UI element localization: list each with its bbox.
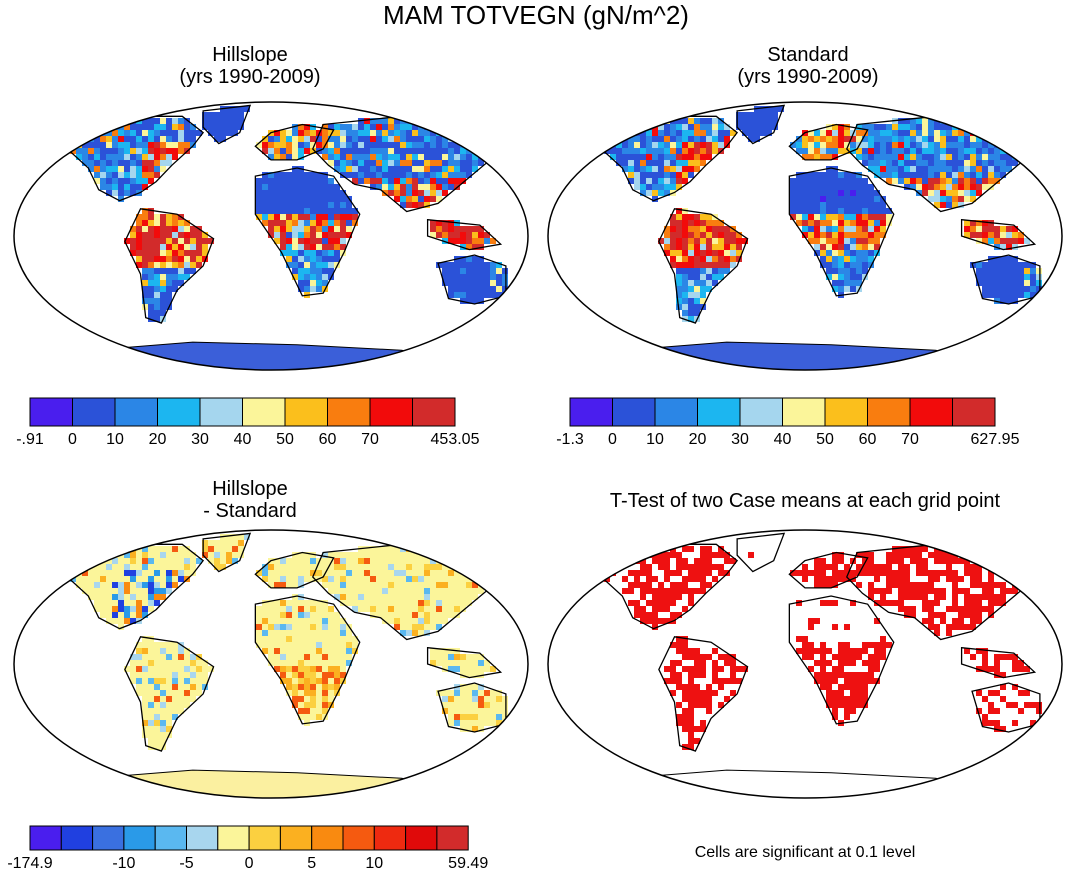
colorbar-swatch (60, 825, 94, 851)
colorbar-swatch (436, 825, 469, 851)
colorbar-tick-label: 0 (68, 431, 77, 448)
colorbar-swatch (412, 397, 456, 427)
panel-title-hillslope: Hillslope (yrs 1990-2009) (100, 44, 400, 88)
colorbar-tick-label: 0 (608, 431, 617, 448)
colorbar-swatch (952, 397, 996, 427)
colorbar-hillslope: -.91 0 10 20 30 40 50 60 70 453.05 (16, 397, 480, 448)
colorbar-tick-label: -5 (179, 855, 193, 872)
panel-subtitle-text: (yrs 1990-2009) (737, 66, 879, 88)
colorbar-swatch (29, 825, 62, 851)
panel-title-text: T-Test of two Case means at each grid po… (609, 490, 1001, 512)
panel-title-ttest: T-Test of two Case means at each grid po… (544, 490, 1066, 512)
colorbar-swatch (697, 397, 741, 427)
panel-title-text: Hillslope (212, 478, 288, 500)
colorbar-tick-label: 5 (307, 855, 316, 872)
colorbar-swatch (123, 825, 156, 851)
colorbar-swatch (199, 397, 243, 427)
colorbar-tick-label: 60 (859, 431, 877, 448)
colorbar-tick-label: 30 (731, 431, 749, 448)
colorbar-swatch (186, 825, 219, 851)
colorbar-tick-label: 70 (901, 431, 919, 448)
colorbar-swatch (29, 397, 73, 427)
colorbar-tick-label: -.91 (16, 431, 44, 448)
colorbar-tick-label: 60 (319, 431, 337, 448)
colorbar-tick-label: -1.3 (556, 431, 584, 448)
colorbar-tick-label: 627.95 (971, 431, 1020, 448)
colorbar-tick-label: 50 (816, 431, 834, 448)
colorbar-tick-label: 40 (234, 431, 252, 448)
panel-title-text: Hillslope (212, 44, 288, 66)
colorbar-swatch (279, 825, 313, 851)
colorbar-tick-label: 30 (191, 431, 209, 448)
panel-subtitle-text: - Standard (203, 500, 297, 522)
colorbar-swatch (242, 397, 286, 427)
grid-cells (70, 534, 508, 750)
panel-title-text: Standard (767, 44, 849, 66)
colorbar-tick-label: 20 (689, 431, 707, 448)
colorbar-tick-label: 50 (276, 431, 294, 448)
colorbar-tick-label: 453.05 (431, 431, 480, 448)
colorbar-swatch (311, 825, 344, 851)
colorbar-tick-label: 0 (245, 855, 254, 872)
colorbar-swatch (909, 397, 953, 427)
colorbar-swatch (569, 397, 613, 427)
map-panel-ttest (547, 529, 1063, 799)
colorbar-swatch (739, 397, 783, 427)
colorbar-swatch (612, 397, 656, 427)
grid-cells (604, 106, 1042, 322)
colorbar-tick-label: -174.9 (7, 855, 52, 872)
colorbar-tick-label: 59.49 (448, 855, 488, 872)
map-panel-standard (547, 101, 1063, 371)
colorbar-tick-label: 40 (774, 431, 792, 448)
panel-title-difference: Hillslope - Standard (120, 478, 380, 522)
colorbar-swatch (369, 397, 413, 427)
colorbar-swatch (72, 397, 116, 427)
colorbar-swatch (867, 397, 911, 427)
colorbar-swatch (824, 397, 868, 427)
colorbar-swatch (654, 397, 698, 427)
colorbar-swatch (92, 825, 125, 851)
coastlines (600, 532, 1047, 752)
grid-cells (604, 546, 1042, 750)
coastlines (66, 532, 513, 752)
colorbar-swatch (114, 397, 158, 427)
map-border (13, 529, 529, 799)
map-panel-hillslope (13, 101, 529, 371)
panel-title-standard: Standard (yrs 1990-2009) (658, 44, 958, 88)
colorbar-swatch (327, 397, 371, 427)
colorbar-difference: -174.9 -10 -5 0 5 10 59.49 (7, 825, 488, 872)
map-border (547, 101, 1063, 371)
colorbar-swatch (154, 825, 187, 851)
colorbar-swatch (405, 825, 438, 851)
colorbar-swatch (217, 825, 250, 851)
colorbar-tick-label: 20 (149, 431, 167, 448)
colorbar-standard: -1.3 0 10 20 30 40 50 60 70 627.95 (556, 397, 1020, 448)
colorbar-tick-label: 10 (106, 431, 124, 448)
figure-title: MAM TOTVEGN (gN/m^2) (383, 0, 689, 30)
significance-note: Cells are significant at 0.1 level (694, 844, 916, 861)
map-border (547, 529, 1063, 799)
colorbar-tick-label: 70 (361, 431, 379, 448)
colorbar-swatch (157, 397, 201, 427)
colorbar-swatch (342, 825, 375, 851)
panel-subtitle-text: (yrs 1990-2009) (179, 66, 321, 88)
map-border (13, 101, 529, 371)
colorbar-swatch (373, 825, 407, 851)
colorbar-swatch (782, 397, 826, 427)
colorbar-swatch (248, 825, 281, 851)
colorbar-tick-label: -10 (112, 855, 135, 872)
colorbar-tick-label: 10 (646, 431, 664, 448)
colorbar-swatch (284, 397, 328, 427)
grid-cells (70, 106, 508, 322)
colorbar-tick-label: 10 (365, 855, 383, 872)
map-panel-difference (13, 529, 529, 799)
